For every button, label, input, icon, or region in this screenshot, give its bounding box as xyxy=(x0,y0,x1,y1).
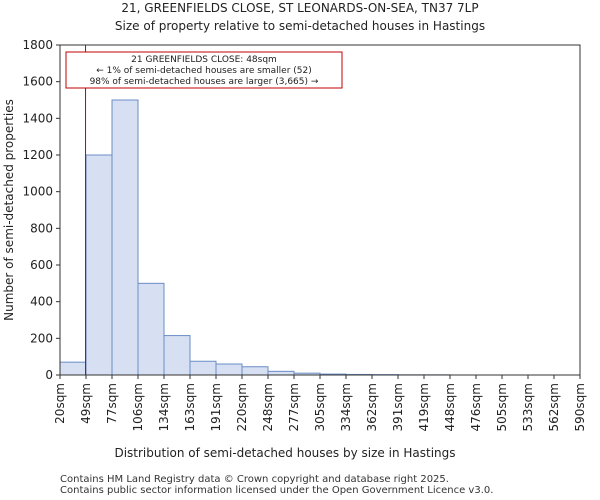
y-tick-label-1400: 1400 xyxy=(22,111,53,125)
bar-134sqm xyxy=(163,335,191,376)
bar-49sqm xyxy=(85,154,113,376)
x-tick-label-391sqm: 391sqm xyxy=(391,383,405,431)
bar-20sqm xyxy=(59,361,87,376)
bar-248sqm xyxy=(267,370,295,376)
x-tick-label-533sqm: 533sqm xyxy=(521,383,535,431)
y-tick-label-1800: 1800 xyxy=(22,38,53,52)
annotation-line2: ← 1% of semi-detached houses are smaller… xyxy=(96,66,312,76)
x-tick-label-362sqm: 362sqm xyxy=(365,383,379,431)
x-axis: 20sqm 49sqm 77sqm 106sqm 134sqm 163sqm 191sqm 2… xyxy=(53,375,587,431)
x-tick-label-590sqm: 590sqm xyxy=(573,383,587,431)
x-tick-label-191sqm: 191sqm xyxy=(209,383,223,431)
bar-77sqm xyxy=(111,99,139,376)
bar-163sqm xyxy=(189,360,217,376)
x-tick-label-134sqm: 134sqm xyxy=(157,383,171,431)
footer-copyright: Contains HM Land Registry data © Crown c… xyxy=(60,474,449,485)
x-axis-label: Distribution of semi-detached houses by … xyxy=(114,446,455,460)
chart-title-line2: Size of property relative to semi-detach… xyxy=(115,19,485,33)
annotation-line1: 21 GREENFIELDS CLOSE: 48sqm xyxy=(131,55,277,65)
x-tick-label-248sqm: 248sqm xyxy=(261,383,275,431)
y-tick-label-800: 800 xyxy=(30,221,53,235)
bar-220sqm xyxy=(241,366,269,376)
y-tick-label-600: 600 xyxy=(30,258,53,272)
y-axis: 0 200 400 600 800 1000 1200 1400 1600 1800 xyxy=(22,38,60,382)
x-tick-label-476sqm: 476sqm xyxy=(469,383,483,431)
y-tick-label-1000: 1000 xyxy=(22,185,53,199)
bar-191sqm xyxy=(215,363,243,376)
y-tick-label-1600: 1600 xyxy=(22,75,53,89)
x-tick-label-77sqm: 77sqm xyxy=(105,383,119,424)
chart-title-line1: 21, GREENFIELDS CLOSE, ST LEONARDS-ON-SE… xyxy=(121,1,478,15)
y-tick-label-400: 400 xyxy=(30,295,53,309)
y-tick-label-1200: 1200 xyxy=(22,148,53,162)
x-tick-label-448sqm: 448sqm xyxy=(443,383,457,431)
x-tick-label-106sqm: 106sqm xyxy=(131,383,145,431)
x-tick-label-562sqm: 562sqm xyxy=(547,383,561,431)
annotation-box: 21 GREENFIELDS CLOSE: 48sqm ← 1% of semi… xyxy=(65,51,343,89)
x-tick-label-163sqm: 163sqm xyxy=(183,383,197,431)
x-tick-label-505sqm: 505sqm xyxy=(495,383,509,431)
x-tick-label-20sqm: 20sqm xyxy=(53,383,67,424)
y-tick-label-200: 200 xyxy=(30,331,53,345)
footer-licence: Contains public sector information licen… xyxy=(60,485,494,496)
x-tick-label-220sqm: 220sqm xyxy=(235,383,249,431)
x-tick-label-419sqm: 419sqm xyxy=(417,383,431,431)
x-tick-label-49sqm: 49sqm xyxy=(79,383,93,424)
x-tick-label-305sqm: 305sqm xyxy=(313,383,327,431)
y-axis-label: Number of semi-detached properties xyxy=(2,99,16,321)
annotation-line3: 98% of semi-detached houses are larger (… xyxy=(90,77,319,87)
x-tick-label-334sqm: 334sqm xyxy=(339,383,353,431)
plot-frame xyxy=(59,44,581,376)
bar-series xyxy=(59,99,451,376)
y-tick-label-0: 0 xyxy=(45,368,53,382)
bar-106sqm xyxy=(137,282,165,376)
x-tick-label-277sqm: 277sqm xyxy=(287,383,301,431)
